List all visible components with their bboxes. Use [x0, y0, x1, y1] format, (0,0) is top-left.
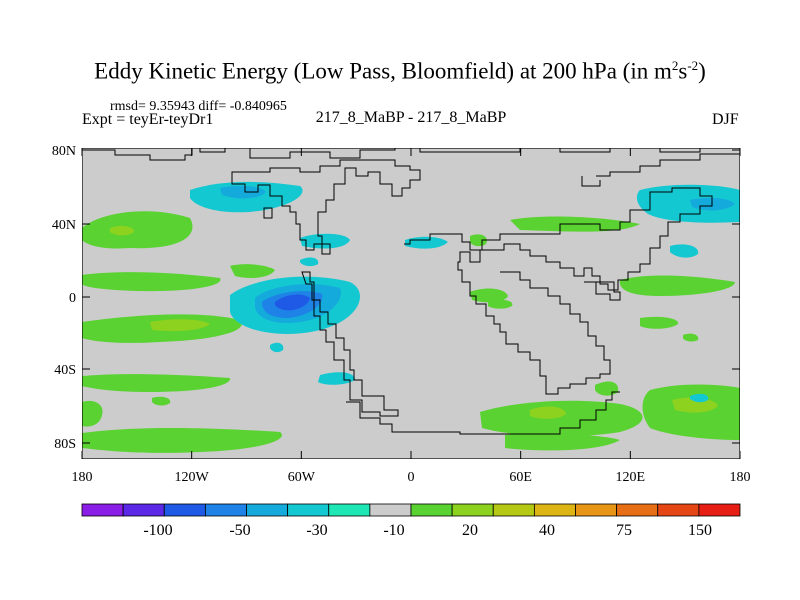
colorbar-swatch — [492, 503, 535, 517]
colorbar-swatch — [575, 503, 618, 517]
chart-title: Eddy Kinetic Energy (Low Pass, Bloomfiel… — [94, 58, 706, 84]
colorbar-swatch — [246, 503, 289, 517]
longitude-axis: 180 120W 60W 0 60E 120E 180 — [72, 148, 751, 485]
stronger-positive-anomalies — [110, 225, 718, 419]
lon-label: 180 — [730, 470, 751, 485]
continent-outlines — [82, 148, 740, 435]
colorbar-label: -100 — [143, 522, 172, 539]
experiment-label: Expt = teyEr-teyDr1 — [82, 111, 214, 128]
colorbar-swatch — [369, 503, 412, 517]
colorbar-swatch — [122, 503, 165, 517]
colorbar-swatch — [204, 503, 247, 517]
lat-label: 40N — [52, 218, 76, 233]
colorbar-label: 40 — [539, 522, 555, 539]
lat-label: 0 — [69, 291, 76, 306]
colorbar-swatch — [657, 503, 700, 517]
colorbar-swatch — [533, 503, 576, 517]
case-label: 217_8_MaBP - 217_8_MaBP — [315, 109, 507, 126]
colorbar-label: -30 — [306, 522, 327, 539]
colorbar-label: 20 — [462, 522, 478, 539]
colorbar-label: 150 — [688, 522, 712, 539]
lon-label: 120W — [175, 470, 210, 485]
lat-label: 80N — [52, 144, 76, 159]
lat-label: 40S — [54, 363, 76, 378]
contour-field — [82, 148, 740, 459]
latitude-axis: 80N 40N 0 40S 80S — [52, 144, 740, 452]
colorbar-swatch — [410, 503, 453, 517]
colorbar-swatch — [698, 503, 741, 517]
lat-label: 80S — [54, 437, 76, 452]
rmsd-diff-label: rmsd= 9.35943 diff= -0.840965 — [110, 99, 287, 114]
colorbar-label: -50 — [229, 522, 250, 539]
lon-label: 180 — [72, 470, 93, 485]
colorbar-swatch — [616, 503, 659, 517]
lon-label: 120E — [616, 470, 646, 485]
colorbar-swatch — [81, 503, 124, 517]
colorbar-swatch — [451, 503, 494, 517]
peak-negative-anomaly — [274, 294, 310, 311]
lon-label: 0 — [408, 470, 415, 485]
colorbar: -100 -50 -30 -10 20 40 75 150 — [81, 503, 741, 539]
colorbar-swatch — [287, 503, 330, 517]
colorbar-label: -10 — [383, 522, 404, 539]
season-label: DJF — [712, 111, 739, 128]
colorbar-label: 75 — [616, 522, 632, 539]
colorbar-swatch — [163, 503, 206, 517]
colorbar-swatch — [328, 503, 371, 517]
lon-label: 60W — [288, 470, 316, 485]
lon-label: 60E — [509, 470, 532, 485]
